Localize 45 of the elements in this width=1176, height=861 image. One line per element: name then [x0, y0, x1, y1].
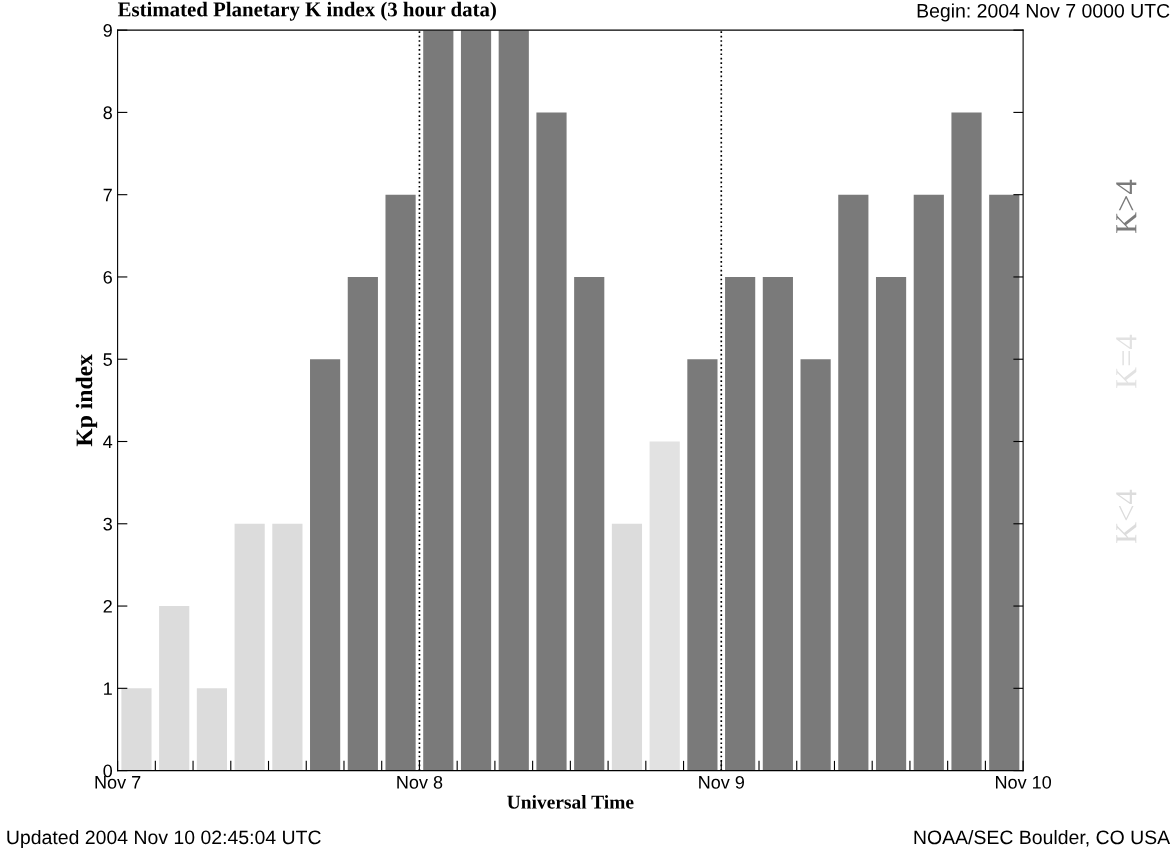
x-tick-label: Nov 7: [95, 776, 141, 789]
bar: [574, 276, 605, 771]
bar: [159, 606, 190, 771]
y-tick-label: 5: [103, 353, 112, 366]
y-axis-title: Kp index: [75, 354, 98, 447]
bar: [762, 276, 793, 771]
bar: [989, 194, 1020, 771]
bar: [951, 112, 982, 771]
y-tick-label: 4: [103, 435, 113, 449]
bar: [611, 523, 643, 771]
bar: [460, 30, 492, 771]
text: Begin: 2004 Nov 7 0000 UTC: [917, 3, 1170, 22]
bar: [913, 194, 944, 771]
bar: [385, 194, 416, 771]
bar: [347, 276, 378, 771]
x-tick-label: Nov 8: [397, 775, 443, 789]
y-tick-label: 1: [104, 682, 112, 695]
y-tick-label: 9: [103, 24, 112, 37]
bar: [838, 194, 869, 771]
bar: [234, 523, 265, 771]
text: Updated 2004 Nov 10 02:45:04 UTC: [7, 829, 321, 849]
bar: [498, 30, 529, 771]
x-tick-label: Nov 10: [996, 775, 1052, 789]
bar: [310, 359, 341, 771]
bar: [121, 688, 152, 771]
bar: [272, 523, 303, 771]
text: K>4: [1116, 179, 1137, 234]
bar: [536, 112, 567, 771]
y-tick-label: 8: [103, 106, 112, 120]
chart-title: Estimated Planetary K index (3 hour data): [117, 1, 496, 21]
bar: [800, 359, 831, 771]
text: NOAA/SEC Boulder, CO USA: [914, 829, 1171, 847]
bar: [196, 688, 228, 771]
bar: [875, 276, 907, 771]
bar: [423, 30, 454, 771]
y-tick-label: 0: [103, 764, 113, 778]
y-tick-label: 6: [103, 270, 112, 284]
y-tick-label: 7: [103, 188, 112, 202]
bar: [649, 441, 680, 771]
x-axis-title: Universal Time: [507, 795, 634, 809]
x-tick-label: Nov 9: [699, 775, 745, 789]
bar: [687, 359, 718, 771]
y-tick-label: 3: [103, 517, 112, 531]
y-tick-label: 2: [103, 599, 112, 613]
bar: [725, 276, 756, 771]
